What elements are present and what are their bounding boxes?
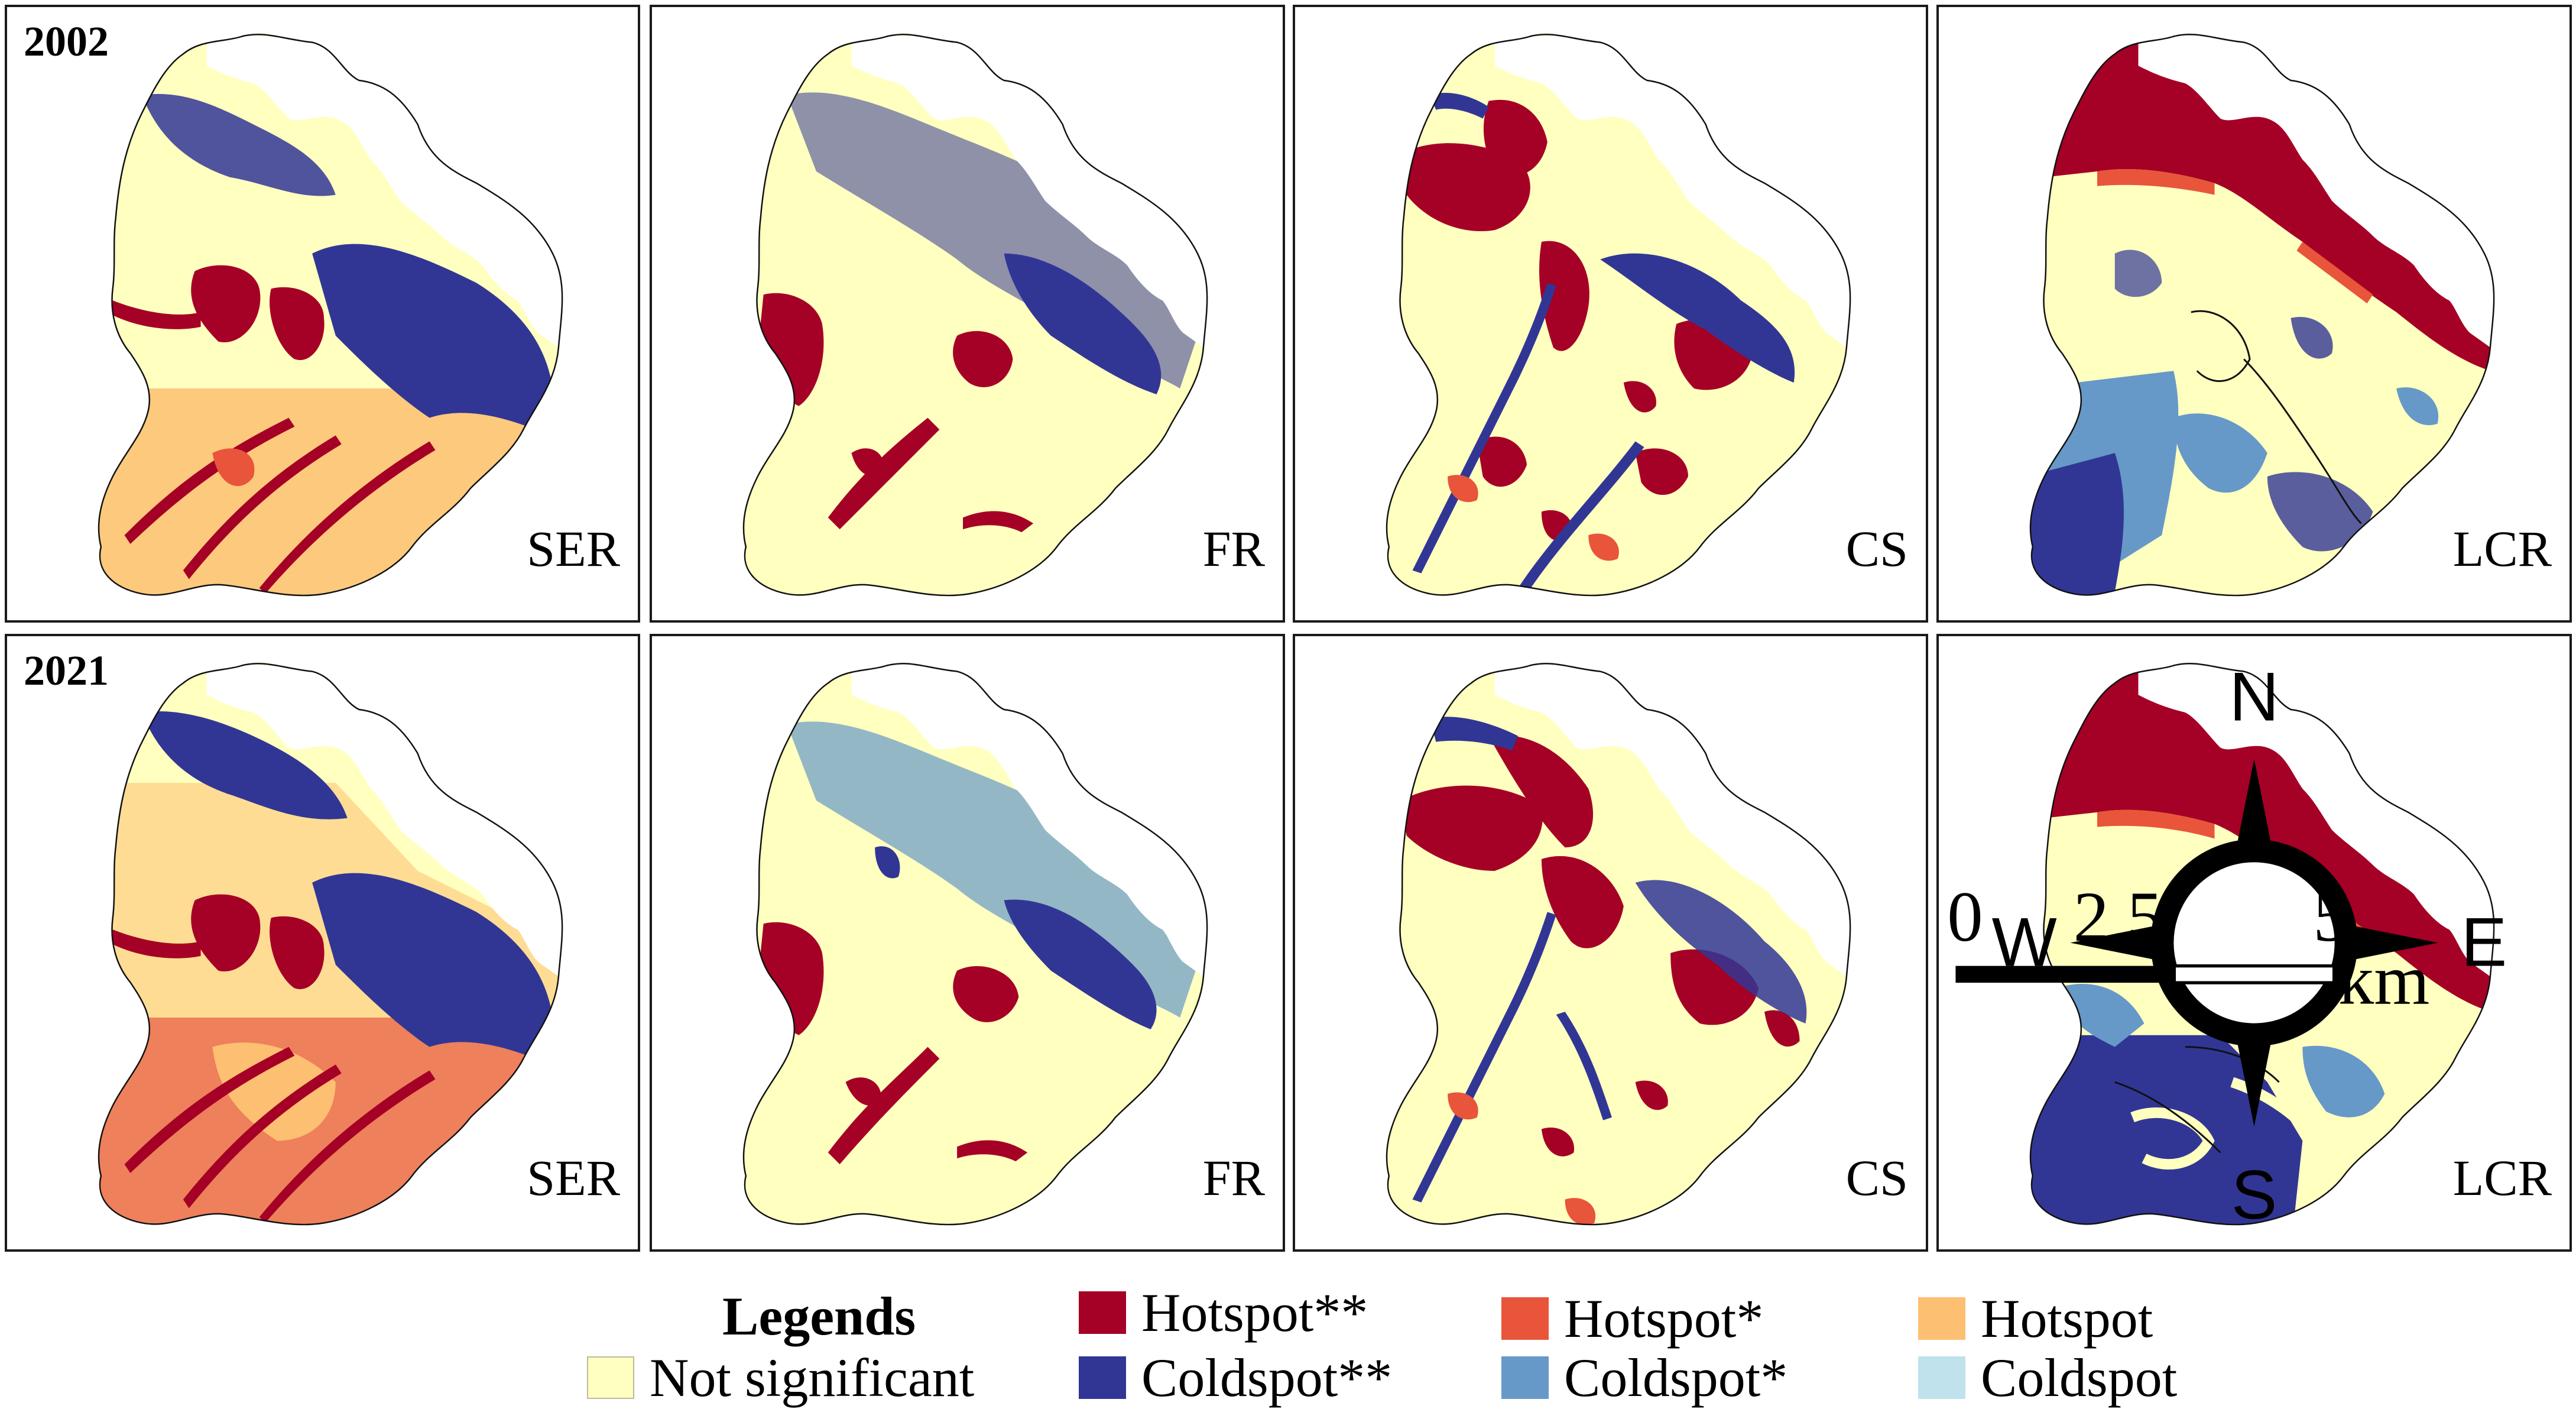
map-panel-2021-ser: 2021 SER: [5, 634, 640, 1252]
map-panel-2002-lcr: LCR: [1936, 5, 2572, 623]
panel-label: SER: [527, 520, 620, 577]
panel-label: SER: [527, 1149, 620, 1206]
fr-2021-map: [742, 663, 1208, 1226]
lcr-2002-map: [2029, 34, 2495, 597]
legend-swatch: [1918, 1297, 1965, 1340]
legend-swatch: [1501, 1297, 1549, 1340]
legend-label: Hotspot*: [1564, 1288, 1764, 1349]
panel-label: FR: [1202, 1149, 1265, 1206]
legend-label: Hotspot**: [1141, 1282, 1368, 1343]
map-panel-2021-fr: FR: [650, 634, 1285, 1252]
legend-item-coldspot-95: Coldspot*: [1501, 1350, 1787, 1405]
legend-label: Coldspot: [1981, 1348, 2178, 1408]
legend-item-hotspot-95: Hotspot*: [1501, 1291, 1763, 1346]
map-panel-2021-cs: CS: [1293, 634, 1928, 1252]
scale-tick-2-5: 2.5: [2074, 877, 2163, 957]
legend-swatch: [587, 1356, 634, 1399]
map-panel-2002-ser: 2002 SER: [5, 5, 640, 623]
legend: Legends Not significant Hotspot** Coldsp…: [0, 1285, 2576, 1422]
map-panel-2002-cs: CS: [1293, 5, 1928, 623]
legend-label: Hotspot: [1981, 1288, 2153, 1349]
legend-item-coldspot-99: Coldspot**: [1079, 1350, 1392, 1405]
legend-swatch: [1079, 1291, 1126, 1334]
legend-label: Coldspot**: [1141, 1348, 1393, 1408]
panel-label: LCR: [2452, 1149, 2552, 1206]
compass-e: E: [2461, 903, 2507, 980]
legend-item-hotspot-90: Hotspot: [1918, 1291, 2153, 1346]
map-panel-2021-lcr: N S W E 0 2.5 5 km LCR: [1936, 634, 2572, 1252]
panel-label: FR: [1202, 520, 1265, 577]
panel-label: CS: [1845, 520, 1908, 577]
cs-2021-map: [1386, 663, 1851, 1226]
scale-tick-5: 5: [2313, 877, 2348, 957]
ser-2002-map: [98, 34, 563, 597]
compass-s: S: [2231, 1156, 2277, 1233]
legend-label: Coldspot*: [1564, 1348, 1788, 1408]
year-label: 2002: [24, 18, 109, 65]
compass-n: N: [2229, 658, 2279, 736]
legend-swatch: [1918, 1356, 1965, 1399]
legend-item-coldspot-90: Coldspot: [1918, 1350, 2177, 1405]
map-panel-2002-fr: FR: [650, 5, 1285, 623]
legend-swatch: [1079, 1356, 1126, 1399]
fr-2002-map: [742, 34, 1208, 597]
panel-label: CS: [1845, 1149, 1908, 1206]
legend-item-hotspot-99: Hotspot**: [1079, 1285, 1368, 1340]
scale-tick-0: 0: [1947, 877, 1983, 957]
panel-label: LCR: [2452, 520, 2552, 577]
legend-label: Not significant: [650, 1348, 975, 1408]
ser-2021-map: [98, 663, 563, 1226]
scale-unit: km: [2338, 941, 2430, 1020]
year-label: 2021: [24, 647, 109, 694]
north-arrow-compass-icon: N S W E: [1992, 658, 2507, 1234]
legend-swatch: [1501, 1356, 1549, 1399]
legend-item-not-significant: Not significant: [587, 1350, 974, 1405]
legend-title: Legends: [722, 1286, 916, 1346]
cs-2002-map: [1386, 34, 1851, 597]
scale-bar: 0 2.5 5 km: [1947, 877, 2430, 1020]
